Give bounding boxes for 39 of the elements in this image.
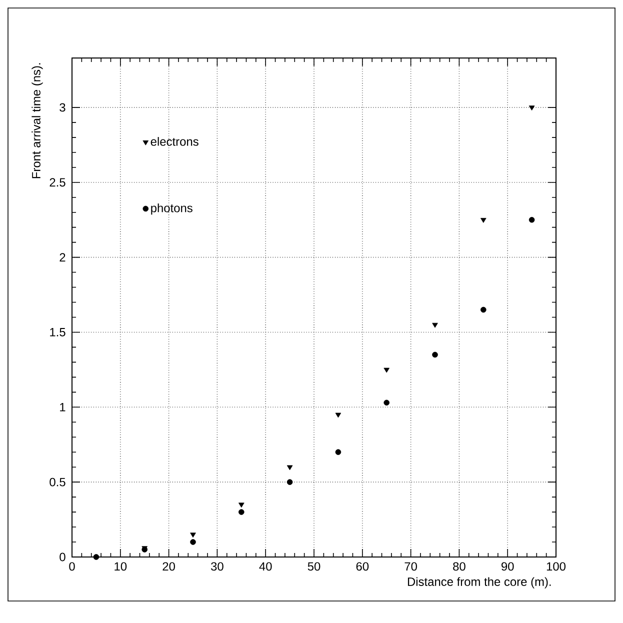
x-tick-label: 80 — [453, 562, 466, 571]
point — [335, 412, 342, 418]
x-tick-label: 40 — [259, 562, 272, 571]
point — [93, 554, 100, 560]
point — [432, 352, 438, 358]
point — [480, 218, 486, 223]
legend-label: photons — [151, 203, 192, 215]
point — [335, 449, 342, 456]
x-tick-label: 100 — [546, 562, 566, 571]
y-tick-label: 2.5 — [50, 178, 66, 187]
x-tick-label: 50 — [308, 562, 320, 571]
y-tick-label: 1.5 — [50, 328, 66, 336]
point — [480, 306, 486, 313]
point — [432, 322, 438, 328]
x-tick-label: 20 — [162, 562, 175, 571]
x-tick-label: 70 — [404, 562, 417, 571]
y-tick-label: 3 — [60, 103, 66, 112]
y-tick-label: 0 — [60, 552, 66, 562]
x-tick-label: 10 — [114, 562, 127, 571]
x-tick-label: 60 — [356, 562, 369, 571]
point — [238, 509, 244, 515]
point — [238, 502, 244, 508]
point — [528, 216, 535, 223]
x-tick-label: 30 — [211, 562, 224, 571]
x-tick-label: 0 — [69, 562, 75, 571]
point — [190, 532, 196, 538]
point — [384, 400, 390, 406]
point — [190, 539, 196, 545]
point — [286, 465, 293, 470]
x-axis-title: Distance from the core (m). — [408, 577, 551, 588]
point — [286, 479, 293, 485]
legend-label: electrons — [150, 137, 198, 146]
y-tick-label: 2 — [60, 253, 66, 262]
point — [528, 106, 535, 110]
y-tick-label: 1 — [60, 403, 66, 412]
point — [384, 368, 390, 373]
x-tick-label: 90 — [502, 562, 514, 571]
y-axis-title: Front arrival time (ns). — [32, 63, 43, 178]
y-tick-label: 0.5 — [50, 478, 66, 486]
